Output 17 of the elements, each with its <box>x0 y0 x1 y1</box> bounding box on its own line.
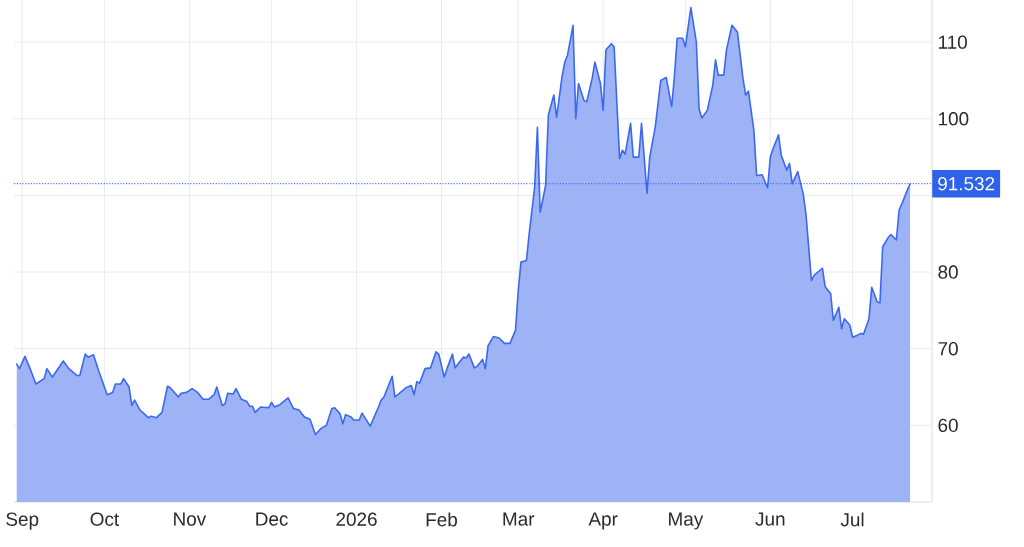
x-tick-label: Jun <box>755 512 785 526</box>
x-tick-label: Sep <box>6 512 39 530</box>
x-tick-label: Jul <box>840 512 864 527</box>
x-tick-label: Nov <box>174 512 207 526</box>
x-tick-label: Oct <box>90 512 120 526</box>
x-tick-label: 2026 <box>336 512 377 526</box>
y-tick-label: 70 <box>938 342 958 356</box>
x-tick-label: May <box>669 512 704 530</box>
x-tick-label: Dec <box>256 512 288 526</box>
x-tick-label: Apr <box>588 512 618 530</box>
ref-line-label: 91.532 <box>938 176 995 191</box>
y-tick-label: 100 <box>938 112 969 126</box>
x-tick-label: Feb <box>426 512 458 527</box>
x-tick-label: Mar <box>503 512 535 526</box>
y-tick-label: 80 <box>938 265 958 279</box>
y-tick-label: 60 <box>938 418 958 433</box>
y-tick-label: 110 <box>938 35 967 49</box>
